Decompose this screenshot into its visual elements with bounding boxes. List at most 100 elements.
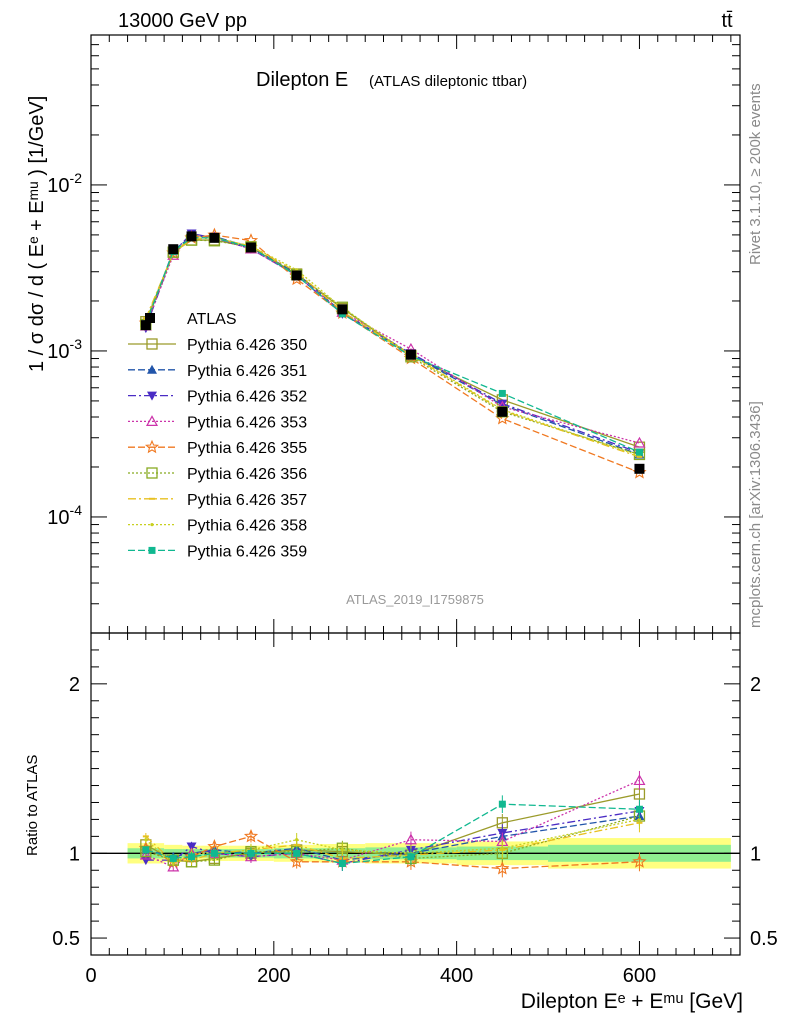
y-tick-label: 10-4 [47, 502, 82, 529]
data-point [245, 242, 256, 253]
data-point [291, 270, 302, 281]
data-series [140, 231, 645, 474]
legend-label: Pythia 6.426 352 [187, 389, 307, 406]
legend-label: Pythia 6.426 357 [187, 492, 307, 509]
series-point [500, 846, 504, 850]
series-point [404, 833, 417, 845]
ratio-tick-label-right: 1 [750, 843, 761, 865]
series-line [145, 818, 640, 865]
ratio-y-axis-label: Ratio to ATLAS [24, 755, 41, 856]
series-point [633, 436, 646, 448]
series-point [186, 842, 197, 852]
series-line [145, 815, 640, 861]
series-line [145, 234, 640, 474]
series-point [289, 854, 304, 868]
ratio-panel: 0.5 0.5 1 1 2 2 Ratio to ATLAS [24, 632, 778, 956]
ratio-tick-label-right: 0.5 [750, 928, 778, 950]
data-point [405, 349, 416, 360]
series-point [635, 805, 643, 813]
rivet-version-label: Rivet 3.1.10, ≥ 200k events [747, 83, 764, 265]
legend-label: Pythia 6.426 351 [187, 363, 307, 380]
x-tick-label: 400 [440, 965, 473, 987]
y-tick-label: 10-2 [47, 170, 82, 197]
series-line [145, 810, 640, 865]
main-panel: 10-4 10-3 10-2 Dilepton E (ATLAS dileptoni… [26, 34, 741, 634]
series-line [145, 237, 640, 453]
data-point [497, 406, 508, 417]
series-point [146, 338, 158, 350]
energy-label: 13000 GeV pp [118, 10, 247, 32]
series-point [188, 853, 196, 861]
y-tick-label: 10-3 [47, 336, 82, 363]
series-point [149, 497, 155, 500]
data-point [145, 313, 155, 323]
series-point [407, 853, 415, 861]
series-line [145, 779, 640, 868]
ratio-tick-label: 1 [69, 843, 80, 865]
series-point [633, 774, 646, 786]
series-point [148, 546, 156, 554]
data-point [337, 304, 348, 315]
legend-label: Pythia 6.426 358 [187, 518, 307, 535]
legend-label: Pythia 6.426 359 [187, 543, 307, 560]
x-tick-label: 600 [623, 965, 656, 987]
chart-subtitle: (ATLAS dileptonic ttbar) [369, 73, 527, 90]
data-point [209, 232, 220, 243]
series-point [637, 817, 642, 822]
series-point [146, 467, 158, 479]
data-point [634, 463, 645, 474]
series-point [147, 391, 157, 401]
series-point [340, 848, 344, 852]
series-point [635, 448, 643, 456]
series-point [293, 849, 301, 857]
series-point [497, 399, 508, 409]
series-point [171, 861, 175, 866]
x-tick-label: 200 [257, 965, 290, 987]
series-line [145, 835, 640, 870]
series-point [142, 846, 150, 854]
series-point [150, 523, 154, 527]
x-tick-label: 0 [85, 965, 96, 987]
data-point [140, 320, 151, 331]
x-axis-label: Dilepton Eᵉ + Eᵐᵘ [GeV] [521, 990, 743, 1013]
ratio-tick-label: 0.5 [52, 928, 80, 950]
series-point [140, 856, 151, 866]
data-point [168, 244, 179, 255]
series-line [145, 822, 640, 863]
legend: ATLAS Pythia 6.426 350 Pythia 6.426 351 Pyt… [128, 311, 307, 560]
series-line [145, 815, 640, 863]
series-point [498, 389, 506, 397]
ratio-frame [90, 632, 741, 956]
analysis-label: ATLAS_2019_I1759875 [346, 592, 484, 607]
y-axis-label: 1 / σ dσ / d ( Eᵉ + Eᵐᵘ ) [1/GeV] [26, 96, 48, 372]
series-point [144, 838, 148, 842]
legend-label: Pythia 6.426 355 [187, 440, 307, 457]
series-point [210, 849, 218, 857]
legend-label-data: ATLAS [187, 311, 237, 328]
chart-title: Dilepton E [256, 69, 348, 91]
series-point [169, 854, 177, 862]
series-point [632, 854, 647, 868]
series-point [295, 838, 299, 842]
series-point [147, 364, 157, 374]
series-line [145, 803, 640, 865]
legend-label: Pythia 6.426 356 [187, 466, 307, 483]
series-point [338, 859, 346, 867]
ratio-tick-label-right: 2 [750, 674, 761, 696]
series-point [495, 861, 510, 875]
series-point [498, 800, 506, 808]
legend-label: Pythia 6.426 353 [187, 414, 307, 431]
series-ratio [142, 795, 643, 871]
series-point [144, 439, 160, 454]
series-point [243, 828, 259, 843]
data-point [186, 231, 197, 242]
ratio-tick-label: 2 [69, 674, 80, 696]
series-point [247, 849, 255, 857]
process-label: tt̄ [721, 10, 733, 32]
legend-label: Pythia 6.426 350 [187, 337, 307, 354]
series-line [145, 235, 640, 457]
series-point [145, 415, 159, 426]
mcplots-label: mcplots.cern.ch [arXiv:1306.3436] [747, 401, 764, 628]
series-point [139, 848, 152, 860]
